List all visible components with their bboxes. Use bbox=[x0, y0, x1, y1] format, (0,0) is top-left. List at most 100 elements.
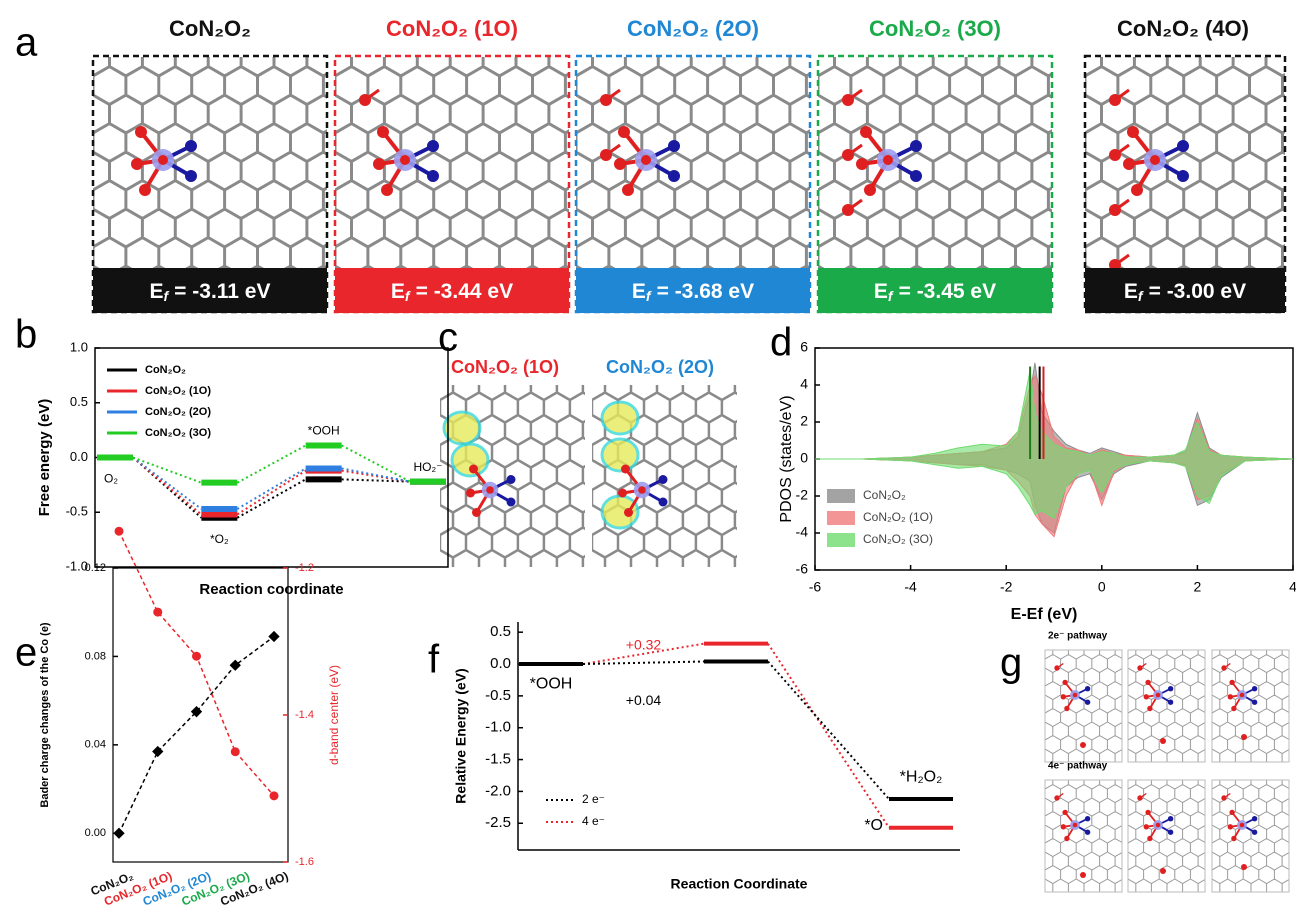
o-atom bbox=[472, 508, 481, 517]
lattice bbox=[576, 57, 810, 268]
o-atom bbox=[359, 94, 371, 106]
value-label: +0.32 bbox=[626, 636, 662, 652]
n-atom bbox=[1177, 170, 1189, 182]
o-atom bbox=[1131, 184, 1143, 196]
connector bbox=[132, 456, 411, 516]
connector bbox=[132, 444, 411, 484]
o-atom bbox=[1231, 705, 1237, 712]
lattice bbox=[1212, 780, 1289, 892]
lattice bbox=[1085, 57, 1285, 268]
snapshot-frame bbox=[1044, 779, 1123, 893]
o-atom bbox=[1137, 795, 1143, 801]
y-tick-label: -1.6 bbox=[295, 856, 314, 868]
o-atom bbox=[842, 94, 854, 106]
o-atom bbox=[1241, 864, 1247, 870]
level-label: *OOH bbox=[308, 424, 340, 438]
y-tick-label: 4 bbox=[800, 376, 808, 392]
lattice bbox=[1212, 650, 1289, 762]
y-axis-label: Free energy (eV) bbox=[36, 399, 53, 517]
o-atom bbox=[466, 488, 475, 498]
marker bbox=[229, 659, 241, 671]
y-tick-label: -2.5 bbox=[485, 814, 511, 831]
o-atom bbox=[131, 158, 143, 170]
tile-title: CoN₂O₂ (3O) bbox=[869, 16, 1001, 41]
o-atom bbox=[864, 184, 876, 196]
y-tick-label: -6 bbox=[796, 561, 809, 577]
x-axis-label: E-Ef (eV) bbox=[1011, 606, 1078, 623]
n-atom bbox=[185, 170, 197, 182]
o-atom bbox=[1060, 694, 1067, 700]
energy-bar bbox=[818, 268, 1052, 313]
n-atom bbox=[506, 497, 516, 507]
x-tick-label: 4 bbox=[1289, 579, 1296, 595]
co-core bbox=[1239, 692, 1245, 698]
o-atom bbox=[618, 488, 627, 498]
lattice bbox=[1045, 780, 1122, 892]
energy-subscript: f bbox=[1138, 288, 1144, 304]
energy-label: Ef = -3.00 eV bbox=[1124, 280, 1246, 304]
n-atom bbox=[1251, 816, 1258, 822]
o-atom bbox=[135, 126, 147, 138]
o-atom bbox=[1062, 809, 1068, 816]
legend-label: CoN₂O₂ (3O) bbox=[145, 427, 211, 439]
legend-swatch bbox=[827, 511, 855, 525]
marker bbox=[114, 526, 124, 536]
lattice bbox=[93, 57, 327, 268]
y-tick-label: 6 bbox=[800, 339, 808, 355]
snapshot-frame bbox=[1211, 649, 1290, 763]
o-atom bbox=[856, 158, 868, 170]
o-atom bbox=[1160, 868, 1166, 874]
y-axis-label: Relative Energy (eV) bbox=[453, 668, 469, 803]
energy-symbol: E bbox=[874, 280, 888, 303]
snapshot-frame bbox=[1127, 649, 1206, 763]
marker bbox=[192, 651, 201, 661]
marker bbox=[268, 630, 280, 643]
connector bbox=[582, 660, 890, 800]
connector bbox=[132, 456, 411, 510]
o-atom bbox=[1109, 149, 1121, 161]
o-atom bbox=[622, 184, 634, 196]
y-tick-label: -1.0 bbox=[66, 558, 88, 573]
energy-label: Ef = -3.68 eV bbox=[632, 280, 754, 304]
energy-subscript: f bbox=[405, 288, 411, 304]
x-axis-label: Reaction coordinate bbox=[199, 581, 343, 598]
o-atom bbox=[1227, 694, 1234, 700]
energy-bar bbox=[93, 268, 327, 313]
marker bbox=[152, 745, 164, 758]
n-atom bbox=[1167, 686, 1174, 692]
n-atom bbox=[910, 170, 922, 182]
n-atom bbox=[1084, 686, 1091, 692]
y-tick-label: -1.5 bbox=[485, 751, 511, 768]
o-atom bbox=[139, 184, 151, 196]
lattice bbox=[335, 57, 569, 268]
pathway-label: 4e⁻ pathway bbox=[1048, 761, 1108, 772]
o-atom bbox=[373, 158, 385, 170]
charge-isosurface bbox=[450, 442, 490, 478]
energy-subscript: f bbox=[646, 288, 652, 304]
o-atom bbox=[1145, 679, 1151, 686]
panel-letter: d bbox=[770, 321, 792, 365]
n-atom bbox=[185, 140, 197, 152]
level-label: O₂ bbox=[104, 472, 118, 486]
energy-bar bbox=[335, 268, 569, 313]
tile-border bbox=[91, 54, 329, 314]
y-tick-label: 0.00 bbox=[85, 827, 106, 839]
energy-symbol: E bbox=[632, 280, 646, 303]
energy-value: = -3.68 eV bbox=[657, 280, 754, 303]
tile-title: CoN₂O₂ bbox=[169, 16, 251, 41]
tile-border bbox=[333, 54, 571, 314]
legend-label: CoN₂O₂ bbox=[863, 488, 906, 502]
y-tick-label: 2 bbox=[800, 413, 808, 429]
n-atom bbox=[1167, 699, 1174, 705]
n-atom bbox=[1251, 686, 1258, 692]
o-atom bbox=[1143, 694, 1150, 700]
n-atom bbox=[1084, 816, 1091, 822]
snapshot-frame bbox=[1127, 779, 1206, 893]
x-tick-label: -2 bbox=[1000, 579, 1013, 595]
o-atom bbox=[1147, 705, 1153, 712]
marker bbox=[190, 706, 203, 718]
o-atom bbox=[1064, 705, 1070, 712]
y-tick-label: 0.12 bbox=[85, 562, 106, 574]
panel-letter: a bbox=[15, 21, 38, 65]
